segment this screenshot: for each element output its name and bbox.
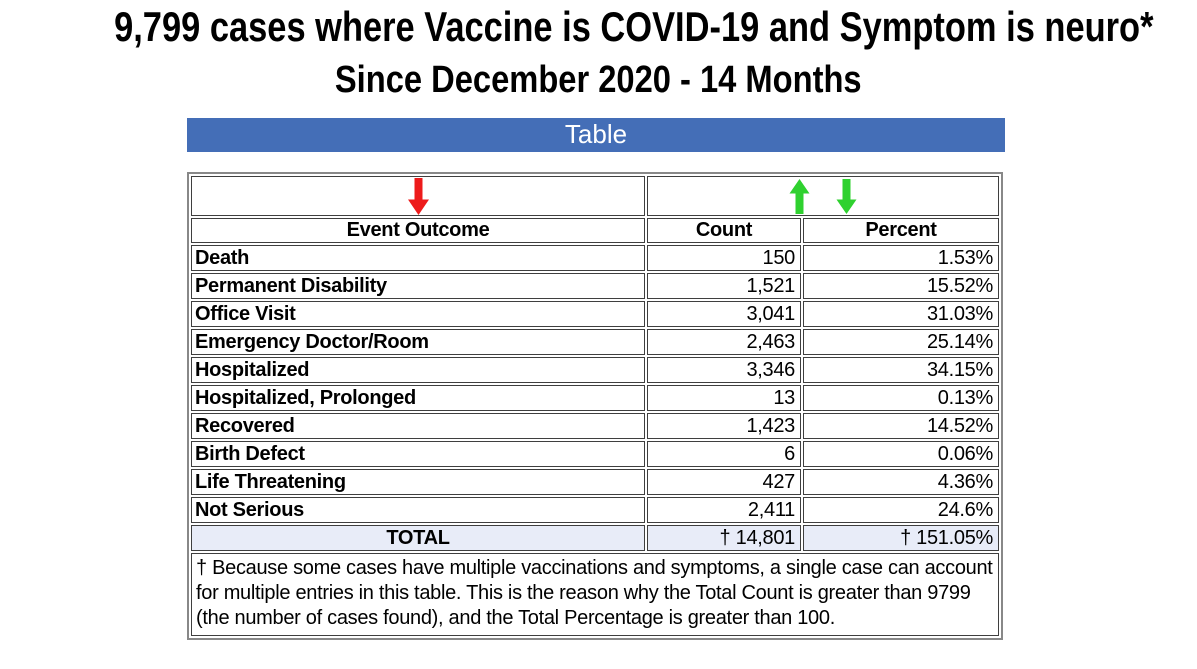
column-header-percent: Percent — [803, 218, 999, 243]
percent-cell: 15.52% — [803, 273, 999, 299]
outcome-cell: Death — [191, 245, 645, 271]
outcome-cell: Office Visit — [191, 301, 645, 327]
table-row: Hospitalized, Prolonged 13 0.13% — [191, 385, 999, 411]
table-row: Permanent Disability 1,521 15.52% — [191, 273, 999, 299]
outcome-cell: Emergency Doctor/Room — [191, 329, 645, 355]
count-cell: 2,463 — [647, 329, 801, 355]
total-row: TOTAL † 14,801 † 151.05% — [191, 525, 999, 551]
percent-cell: 4.36% — [803, 469, 999, 495]
footnote-row: † Because some cases have multiple vacci… — [191, 553, 999, 636]
count-cell: 150 — [647, 245, 801, 271]
percent-cell: 0.13% — [803, 385, 999, 411]
percent-cell: 34.15% — [803, 357, 999, 383]
percent-cell: 0.06% — [803, 441, 999, 467]
table-row: Hospitalized 3,346 34.15% — [191, 357, 999, 383]
count-cell: 427 — [647, 469, 801, 495]
table-row: Birth Defect 6 0.06% — [191, 441, 999, 467]
table-row: Death 150 1.53% — [191, 245, 999, 271]
section-header-label: Table — [564, 119, 628, 149]
table-row: Not Serious 2,411 24.6% — [191, 497, 999, 523]
table-section-header-bar: Table — [187, 118, 1005, 152]
total-percent: † 151.05% — [803, 525, 999, 551]
page-subtitle-text: Since December 2020 - 14 Months — [335, 59, 862, 101]
page-subtitle: Since December 2020 - 14 Months — [0, 58, 1197, 102]
sort-arrows-row — [191, 176, 999, 216]
column-header-event-outcome: Event Outcome — [191, 218, 645, 243]
table-row: Emergency Doctor/Room 2,463 25.14% — [191, 329, 999, 355]
page-title-text: 9,799 cases where Vaccine is COVID-19 an… — [114, 3, 1154, 50]
outcome-cell: Hospitalized — [191, 357, 645, 383]
outcome-cell: Permanent Disability — [191, 273, 645, 299]
table-row: Life Threatening 427 4.36% — [191, 469, 999, 495]
outcome-cell: Life Threatening — [191, 469, 645, 495]
column-header-count: Count — [647, 218, 801, 243]
count-cell: 3,041 — [647, 301, 801, 327]
percent-cell: 14.52% — [803, 413, 999, 439]
outcome-cell: Recovered — [191, 413, 645, 439]
count-cell: 1,521 — [647, 273, 801, 299]
count-cell: 1,423 — [647, 413, 801, 439]
footnote-text: † Because some cases have multiple vacci… — [191, 553, 999, 636]
percent-cell: 25.14% — [803, 329, 999, 355]
table-row: Office Visit 3,041 31.03% — [191, 301, 999, 327]
outcome-cell: Birth Defect — [191, 441, 645, 467]
count-cell: 13 — [647, 385, 801, 411]
column-header-row: Event Outcome Count Percent — [191, 218, 999, 243]
percent-cell: 31.03% — [803, 301, 999, 327]
outcome-cell: Hospitalized, Prolonged — [191, 385, 645, 411]
sort-values-buttons[interactable] — [647, 176, 999, 216]
green-up-arrow-icon[interactable] — [787, 178, 817, 214]
event-outcome-table: Event Outcome Count Percent Death 150 1.53… — [187, 172, 1003, 640]
sort-outcome-button[interactable] — [191, 176, 645, 216]
percent-cell: 24.6% — [803, 497, 999, 523]
percent-cell: 1.53% — [803, 245, 999, 271]
count-cell: 3,346 — [647, 357, 801, 383]
green-down-arrow-icon[interactable] — [834, 178, 859, 214]
count-cell: 6 — [647, 441, 801, 467]
count-cell: 2,411 — [647, 497, 801, 523]
total-count: † 14,801 — [647, 525, 801, 551]
table-row: Recovered 1,423 14.52% — [191, 413, 999, 439]
outcome-cell: Not Serious — [191, 497, 645, 523]
red-down-arrow-icon[interactable] — [405, 177, 432, 215]
total-label: TOTAL — [191, 525, 645, 551]
page-title: 9,799 cases where Vaccine is COVID-19 an… — [0, 4, 1197, 50]
